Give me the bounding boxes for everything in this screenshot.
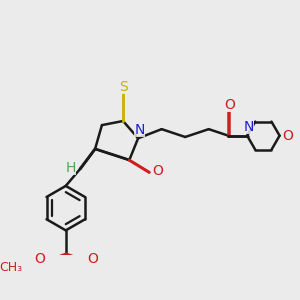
Text: S: S [119, 80, 128, 94]
Text: O: O [34, 252, 45, 266]
Text: O: O [224, 98, 235, 112]
Text: N: N [243, 120, 254, 134]
Text: N: N [134, 123, 145, 137]
Text: H: H [66, 160, 76, 175]
Text: O: O [152, 164, 163, 178]
Text: O: O [87, 252, 98, 266]
Text: O: O [283, 129, 293, 143]
Text: CH₃: CH₃ [0, 261, 22, 274]
